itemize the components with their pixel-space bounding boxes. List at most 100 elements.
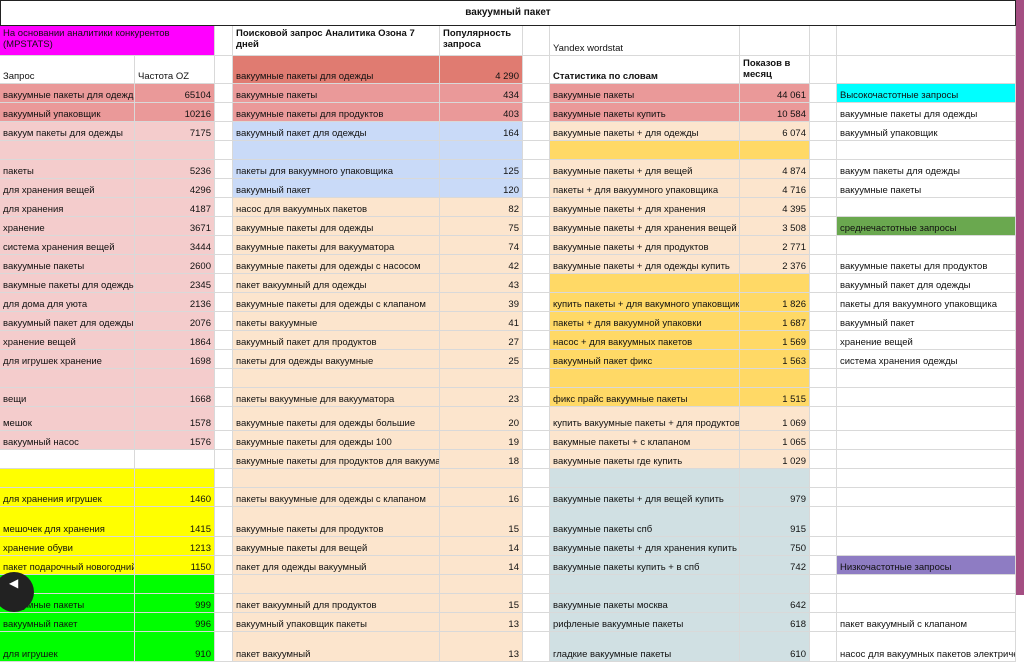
cell-empty[interactable] (215, 122, 233, 141)
competitor-freq[interactable]: 1415 (135, 507, 215, 537)
yandex-query[interactable]: вакуумные пакеты + для одежды (550, 122, 740, 141)
yandex-impressions[interactable]: 1 563 (740, 350, 810, 369)
header-word-stats[interactable]: Статистика по словам (550, 56, 740, 84)
yandex-query[interactable]: вакуумные пакеты купить (550, 103, 740, 122)
yandex-query[interactable]: купить вакуумные пакеты + для продуктов (550, 407, 740, 431)
cell-empty[interactable] (810, 431, 837, 450)
cell-empty[interactable] (215, 369, 233, 388)
yandex-query[interactable]: вакуумные пакеты + для вещей купить (550, 488, 740, 507)
competitor-freq[interactable]: 2600 (135, 255, 215, 274)
competitor-freq[interactable]: 4296 (135, 179, 215, 198)
cell-empty[interactable] (810, 407, 837, 431)
header-ozon[interactable]: Поисковой запрос Аналитика Озона 7 дней (233, 26, 440, 56)
category-note[interactable] (837, 236, 1016, 255)
cell-empty[interactable] (550, 469, 740, 488)
cell-empty[interactable] (440, 469, 523, 488)
cell-empty[interactable] (523, 613, 550, 632)
ozon-popularity[interactable]: 164 (440, 122, 523, 141)
cell-empty[interactable] (810, 274, 837, 293)
cell-empty[interactable] (523, 594, 550, 613)
category-note[interactable]: система хранения одежды (837, 350, 1016, 369)
cell-empty[interactable] (215, 613, 233, 632)
competitor-query[interactable]: вещи (0, 388, 135, 407)
ozon-query[interactable]: вакуумный упаковщик пакеты (233, 613, 440, 632)
category-note[interactable]: среднечастотные запросы (837, 217, 1016, 236)
cell-empty[interactable] (215, 274, 233, 293)
ozon-query[interactable]: вакуумные пакеты для одежды (233, 217, 440, 236)
cell-empty[interactable] (440, 369, 523, 388)
competitor-freq[interactable]: 10216 (135, 103, 215, 122)
cell-empty[interactable] (215, 537, 233, 556)
competitor-query[interactable] (0, 450, 135, 469)
yandex-impressions[interactable]: 642 (740, 594, 810, 613)
yandex-impressions[interactable]: 1 069 (740, 407, 810, 431)
competitor-freq[interactable]: 2345 (135, 274, 215, 293)
competitor-freq[interactable]: 1213 (135, 537, 215, 556)
header-freq[interactable]: Частота OZ (135, 56, 215, 84)
category-note[interactable]: вакуумный упаковщик (837, 122, 1016, 141)
cell-empty[interactable] (523, 26, 550, 56)
cell-empty[interactable] (523, 236, 550, 255)
ozon-query[interactable]: вакуумные пакеты для продуктов для вакуу… (233, 450, 440, 469)
ozon-popularity[interactable]: 82 (440, 198, 523, 217)
cell-empty[interactable] (810, 594, 837, 613)
yandex-impressions[interactable]: 44 061 (740, 84, 810, 103)
competitor-freq[interactable]: 1698 (135, 350, 215, 369)
ozon-query[interactable]: пакет для одежды вакуумный (233, 556, 440, 575)
competitor-query[interactable]: вакумные пакеты для одежды (0, 274, 135, 293)
cell-empty[interactable] (740, 469, 810, 488)
competitor-freq[interactable]: 4187 (135, 198, 215, 217)
cell-empty[interactable] (837, 575, 1016, 594)
category-note[interactable] (837, 537, 1016, 556)
yandex-query[interactable]: вакуумные пакеты + для хранения вещей (550, 217, 740, 236)
cell-empty[interactable] (215, 26, 233, 56)
ozon-query[interactable]: вакуумные пакеты для одежды с клапаном (233, 293, 440, 312)
yandex-impressions[interactable]: 742 (740, 556, 810, 575)
ozon-query[interactable]: пакеты вакуумные для одежды с клапаном (233, 488, 440, 507)
cell-empty[interactable] (523, 255, 550, 274)
competitor-query[interactable]: хранение обуви (0, 537, 135, 556)
cell-empty[interactable] (523, 469, 550, 488)
category-note[interactable]: пакет вакуумный с клапаном (837, 613, 1016, 632)
cell-empty[interactable] (837, 56, 1016, 84)
yandex-query[interactable]: вакуумные пакеты (550, 84, 740, 103)
ozon-popularity[interactable]: 125 (440, 160, 523, 179)
yandex-query[interactable]: насос + для вакуумных пакетов (550, 331, 740, 350)
competitor-freq[interactable]: 3444 (135, 236, 215, 255)
yandex-impressions[interactable]: 1 687 (740, 312, 810, 331)
cell-empty[interactable] (523, 575, 550, 594)
cell-empty[interactable] (810, 103, 837, 122)
cell-empty[interactable] (215, 594, 233, 613)
competitor-query[interactable]: для игрушек (0, 632, 135, 662)
cell-empty[interactable] (810, 350, 837, 369)
yandex-impressions[interactable]: 915 (740, 507, 810, 537)
yandex-query[interactable]: вакуумные пакеты где купить (550, 450, 740, 469)
cell-empty[interactable] (523, 331, 550, 350)
cell-empty[interactable] (0, 469, 135, 488)
ozon-popularity[interactable]: 14 (440, 556, 523, 575)
ozon-query[interactable]: вакуумные пакеты для одежды большие (233, 407, 440, 431)
cell-empty[interactable] (523, 369, 550, 388)
cell-empty[interactable] (810, 507, 837, 537)
competitor-freq[interactable] (135, 450, 215, 469)
competitor-freq[interactable]: 5236 (135, 160, 215, 179)
ozon-popularity[interactable]: 39 (440, 293, 523, 312)
cell-empty[interactable] (523, 103, 550, 122)
cell-empty[interactable] (440, 141, 523, 160)
yandex-query[interactable]: пакеты + для вакуумного упаковщика (550, 179, 740, 198)
cell-empty[interactable] (215, 331, 233, 350)
cell-empty[interactable] (215, 507, 233, 537)
competitor-freq[interactable]: 1864 (135, 331, 215, 350)
cell-empty[interactable] (215, 56, 233, 84)
cell-empty[interactable] (810, 369, 837, 388)
competitor-query[interactable]: вакуумный пакет для одежды (0, 312, 135, 331)
category-note[interactable]: насос для вакуумных пакетов электрически… (837, 632, 1016, 662)
cell-empty[interactable] (550, 141, 740, 160)
cell-empty[interactable] (810, 236, 837, 255)
cell-empty[interactable] (810, 488, 837, 507)
yandex-impressions[interactable] (740, 274, 810, 293)
ozon-query[interactable]: пакет вакуумный (233, 632, 440, 662)
category-note[interactable]: Высокочастотные запросы (837, 84, 1016, 103)
category-note[interactable]: вакуумный пакет (837, 312, 1016, 331)
cell-empty[interactable] (810, 255, 837, 274)
